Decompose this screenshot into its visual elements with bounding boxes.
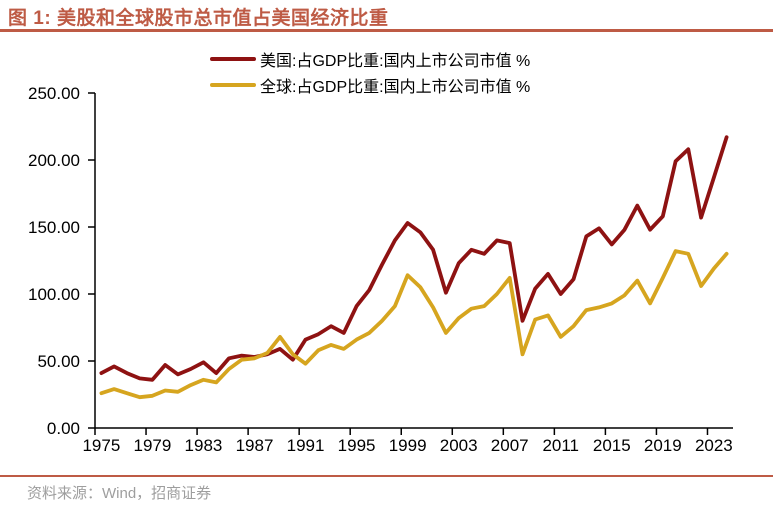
x-axis-label: 1999	[389, 436, 427, 455]
x-axis-label: 2019	[644, 436, 682, 455]
y-axis-label: 200.00	[28, 151, 80, 170]
data-source-text: 资料来源：Wind，招商证券	[27, 485, 212, 502]
x-axis-label: 1991	[287, 436, 325, 455]
x-axis-label: 2011	[542, 436, 579, 455]
line-chart: 0.00 50.00 100.00 150.00 200.00 250.00 1975 197…	[28, 84, 733, 455]
x-axis-label: 2015	[593, 436, 631, 455]
y-axis-label: 250.00	[28, 84, 80, 103]
x-axis-label: 1975	[82, 436, 120, 455]
x-axis-label: 1979	[134, 436, 172, 455]
legend-label-global: 全球:占GDP比重:国内上市公司市值 %	[260, 79, 531, 96]
x-axis-label: 2023	[695, 436, 733, 455]
x-axis-label: 1995	[338, 436, 376, 455]
footer-divider	[0, 475, 773, 477]
legend-item-global: 全球:占GDP比重:国内上市公司市值 %	[210, 72, 530, 98]
y-axis-label: 50.00	[37, 352, 80, 371]
title-underline	[0, 29, 773, 32]
page-title: 图 1: 美股和全球股市总市值占美国经济比重	[8, 8, 389, 29]
x-axis-label: 1983	[185, 436, 223, 455]
legend-item-us: 美国:占GDP比重:国内上市公司市值 %	[210, 46, 530, 72]
chart-legend: 美国:占GDP比重:国内上市公司市值 % 全球:占GDP比重:国内上市公司市值 …	[210, 46, 530, 98]
x-axis-label: 1987	[236, 436, 274, 455]
global-series-line	[99, 249, 729, 400]
x-axis-label: 2003	[440, 436, 478, 455]
us-series-line	[99, 135, 729, 382]
legend-label-us: 美国:占GDP比重:国内上市公司市值 %	[260, 53, 531, 70]
y-axis-label: 100.00	[28, 285, 80, 304]
y-axis-label: 150.00	[28, 218, 80, 237]
global-line-swatch	[210, 83, 256, 87]
y-axis-label: 0.00	[47, 419, 80, 438]
us-line-swatch	[210, 57, 256, 61]
x-axis-label: 2007	[491, 436, 529, 455]
